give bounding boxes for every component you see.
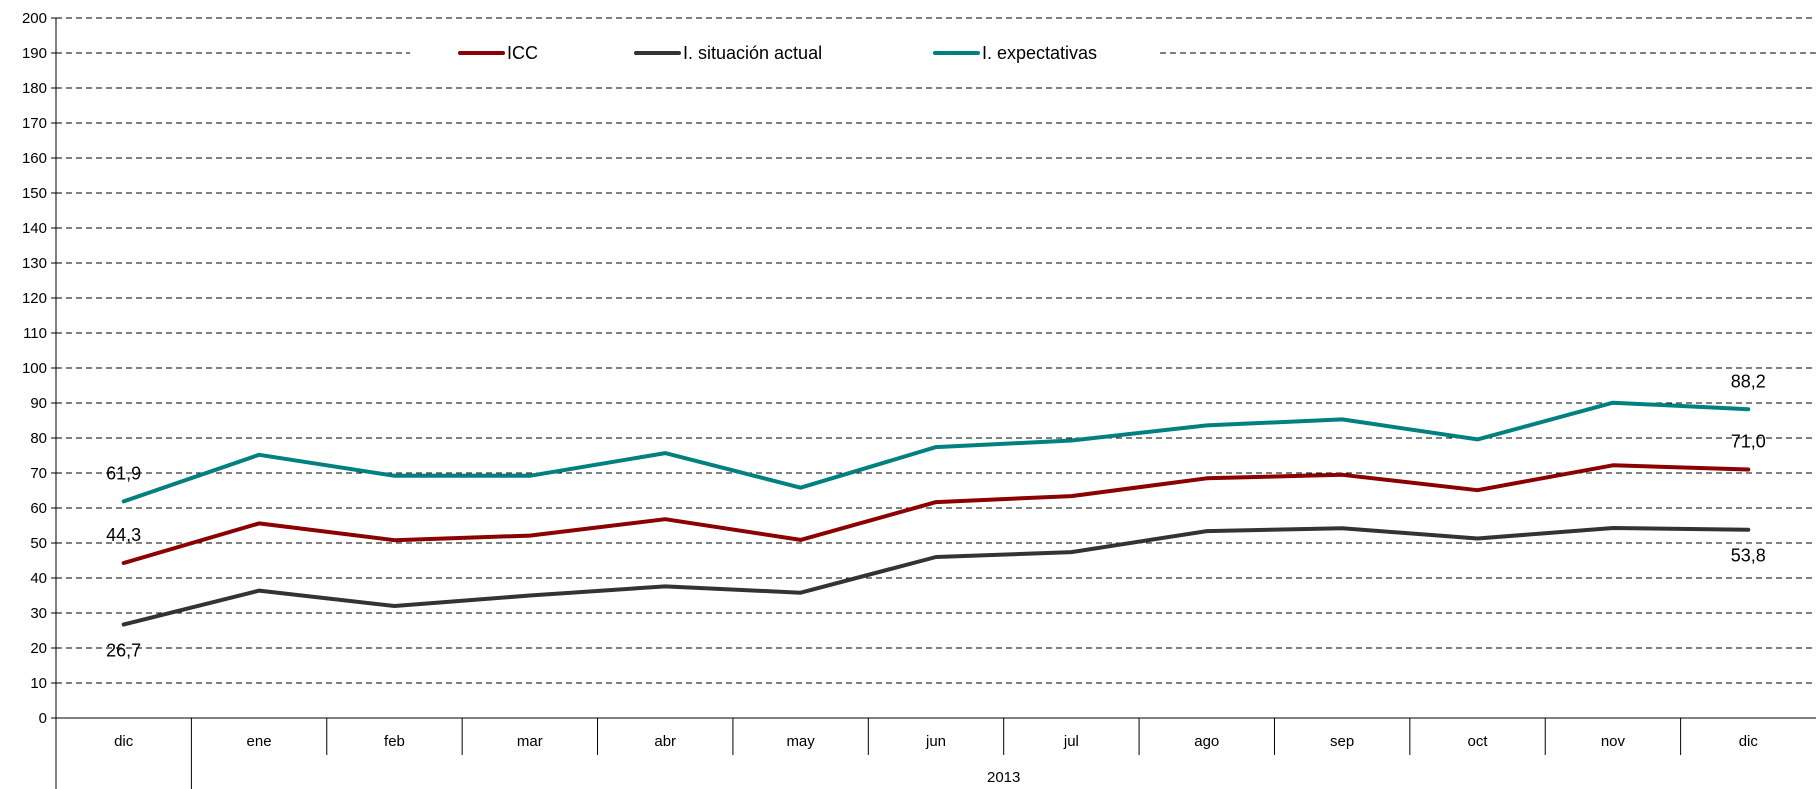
y-tick-label: 10 [30, 675, 47, 692]
y-tick-label: 150 [22, 185, 47, 202]
data-labels: 44,3 71,0 26,7 53,8 61,9 88,2 [106, 371, 1766, 660]
y-tick-label: 120 [22, 290, 47, 307]
data-label: 44,3 [106, 525, 141, 545]
y-tick-label: 50 [30, 535, 47, 552]
legend: ICC I. situación actual I. expectativas [458, 43, 1097, 63]
x-tick-label: feb [384, 733, 405, 750]
x-group-label: 2013 [987, 769, 1020, 786]
y-tick-label: 0 [39, 710, 47, 727]
y-tick-label: 190 [22, 45, 47, 62]
y-tick-label: 170 [22, 115, 47, 132]
data-label: 61,9 [106, 463, 141, 483]
legend-label: I. situación actual [683, 43, 822, 63]
legend-label: ICC [507, 43, 538, 63]
x-tick-label: dic [1739, 733, 1759, 750]
data-label: 53,8 [1731, 546, 1766, 566]
x-tick-label: may [786, 733, 815, 750]
x-tick-label: nov [1601, 733, 1626, 750]
y-tick-label: 180 [22, 80, 47, 97]
series-line [121, 463, 1751, 565]
y-tick-label: 130 [22, 255, 47, 272]
x-tick-label: jul [1063, 733, 1079, 750]
data-label: 26,7 [106, 641, 141, 661]
data-label: 88,2 [1731, 371, 1766, 391]
y-tick-label: 100 [22, 360, 47, 377]
x-tick-label: sep [1330, 733, 1354, 750]
y-tick-label: 90 [30, 395, 47, 412]
y-tick-label: 110 [23, 325, 47, 342]
y-tick-label: 160 [22, 150, 47, 167]
series-lines [121, 400, 1751, 627]
x-tick-label: oct [1468, 733, 1489, 750]
y-tick-label: 70 [30, 465, 47, 482]
y-tick-label: 20 [30, 640, 47, 657]
x-tick-label: ene [247, 733, 272, 750]
series-line [121, 526, 1751, 627]
y-tick-label: 140 [22, 220, 47, 237]
y-tick-label: 30 [30, 605, 47, 622]
y-tick-label: 80 [30, 430, 47, 447]
y-tick-label: 200 [22, 10, 47, 27]
x-tick-label: jun [925, 733, 946, 750]
y-tick-label: 60 [30, 500, 47, 517]
x-tick-label: mar [517, 733, 543, 750]
x-tick-label: dic [114, 733, 134, 750]
x-tick-label: abr [654, 733, 676, 750]
grid-lines [56, 17, 1816, 684]
series-line [121, 400, 1751, 504]
y-tick-label: 40 [30, 570, 47, 587]
legend-label: I. expectativas [982, 43, 1097, 63]
axes: 0 10 20 30 40 50 60 70 80 90 100 110 120 130 140 150 160… [22, 10, 1816, 789]
x-tick-label: ago [1194, 733, 1219, 750]
data-label: 71,0 [1731, 432, 1766, 452]
